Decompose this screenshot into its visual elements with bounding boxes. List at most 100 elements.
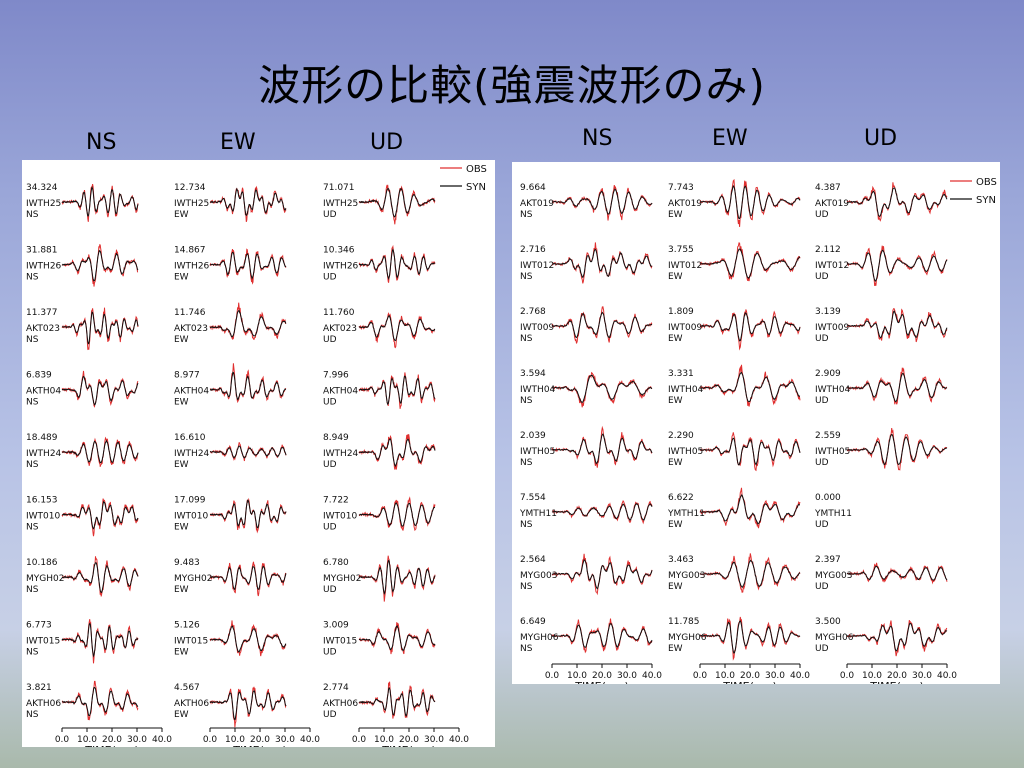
amplitude-label: 3.821 [26,683,52,693]
station-label: MYG003 [520,571,557,581]
station-label: AKTH06 [26,699,61,709]
x-axis-label: TIME(sec) [232,744,287,747]
station-label: IWT012 [668,261,702,271]
station-label: AKT019 [520,199,554,209]
amplitude-label: 2.559 [815,431,841,441]
amplitude-label: 3.594 [520,369,546,379]
obs-trace [552,185,653,221]
x-tick-label: 30.0 [424,735,444,745]
station-label: AKT023 [174,324,208,334]
x-axis-label: TIME(sec) [722,680,777,684]
station-label: YMTH11 [519,509,557,519]
amplitude-label: 7.554 [520,493,546,503]
right-header-ud: UD [864,126,898,151]
syn-trace [551,188,653,215]
amplitude-label: 31.881 [26,246,58,256]
amplitude-label: 3.331 [668,369,694,379]
component-label: UD [815,210,829,220]
amplitude-label: 4.387 [815,183,841,193]
syn-trace [210,445,287,459]
x-axis-label: TIME(sec) [84,744,139,747]
station-label: AKTH04 [323,387,358,397]
obs-trace [209,497,287,534]
obs-trace [358,372,436,409]
component-label: UD [323,585,337,595]
syn-trace [61,311,139,345]
station-label: IWT015 [323,637,357,647]
obs-trace [61,680,139,721]
station-label: AKT023 [323,324,357,334]
x-tick-label: 10.0 [77,735,97,745]
amplitude-label: 2.716 [520,245,546,255]
x-tick-label: 40.0 [152,735,172,745]
left-header-ns: NS [86,130,117,155]
amplitude-label: 5.126 [174,621,200,631]
amplitude-label: 18.489 [26,433,58,443]
syn-trace [358,187,435,218]
syn-trace [61,186,139,217]
component-label: EW [174,710,189,720]
component-label: NS [520,396,533,406]
component-label: EW [174,273,189,283]
amplitude-label: 2.564 [520,555,546,565]
x-tick-label: 20.0 [887,671,907,681]
x-tick-label: 30.0 [617,671,637,681]
amplitude-label: 7.743 [668,183,694,193]
station-label: MYGH06 [668,633,707,643]
component-label: NS [26,273,39,283]
syn-trace [359,624,436,652]
syn-trace [700,494,800,525]
x-tick-label: 40.0 [937,671,957,681]
syn-trace [209,565,287,591]
x-tick-label: 30.0 [765,671,785,681]
obs-trace [209,185,287,223]
amplitude-label: 11.785 [668,617,700,627]
left-waveform-chart: 34.324IWTH25NS12.734IWTH25EW71.071IWTH25… [26,164,487,757]
amplitude-label: 8.977 [174,371,200,381]
component-label: EW [174,585,189,595]
right-waveform-panel: 9.664 AKT019 NS 7.743 AKT019 EW 4.387 AKT019 UD 2… [512,162,1000,693]
component-label: UD [815,272,829,282]
obs-trace [61,498,139,537]
station-label: YMTH11 [814,509,852,519]
amplitude-label: 10.346 [323,246,355,256]
component-label: UD [323,273,337,283]
obs-trace [551,618,653,654]
amplitude-label: 11.746 [174,308,206,318]
component-label: NS [520,458,533,468]
component-label: NS [520,210,533,220]
syn-trace [358,502,436,527]
syn-trace [699,312,801,342]
obs-trace [699,553,801,593]
component-label: UD [815,458,829,468]
component-label: EW [174,398,189,408]
amplitude-label: 9.664 [520,183,546,193]
amplitude-label: 3.463 [668,555,694,565]
syn-trace [209,690,287,721]
syn-trace [699,437,801,466]
station-label: AKT019 [668,199,702,209]
right-header-ns: NS [582,126,613,151]
station-label: IWTH05 [520,447,555,457]
syn-trace [358,686,436,717]
component-label: EW [174,523,189,533]
amplitude-label: 14.867 [174,246,206,256]
component-label: UD [323,710,337,720]
station-label: IWTH04 [668,385,704,395]
component-label: NS [520,520,533,530]
station-label: IWT015 [174,637,208,647]
x-tick-label: 10.0 [862,671,882,681]
amplitude-label: 6.622 [668,493,694,503]
obs-trace [846,245,948,287]
right-header-ew: EW [712,126,748,151]
amplitude-label: 0.000 [815,493,841,503]
syn-trace [358,314,436,342]
x-tick-label: 0.0 [693,671,708,681]
x-tick-label: 10.0 [567,671,587,681]
syn-trace [61,622,139,658]
x-tick-label: 40.0 [300,735,320,745]
component-label: UD [323,335,337,345]
x-axis-label: TIME(sec) [869,680,924,684]
component-label: UD [815,396,829,406]
obs-trace [61,370,139,408]
